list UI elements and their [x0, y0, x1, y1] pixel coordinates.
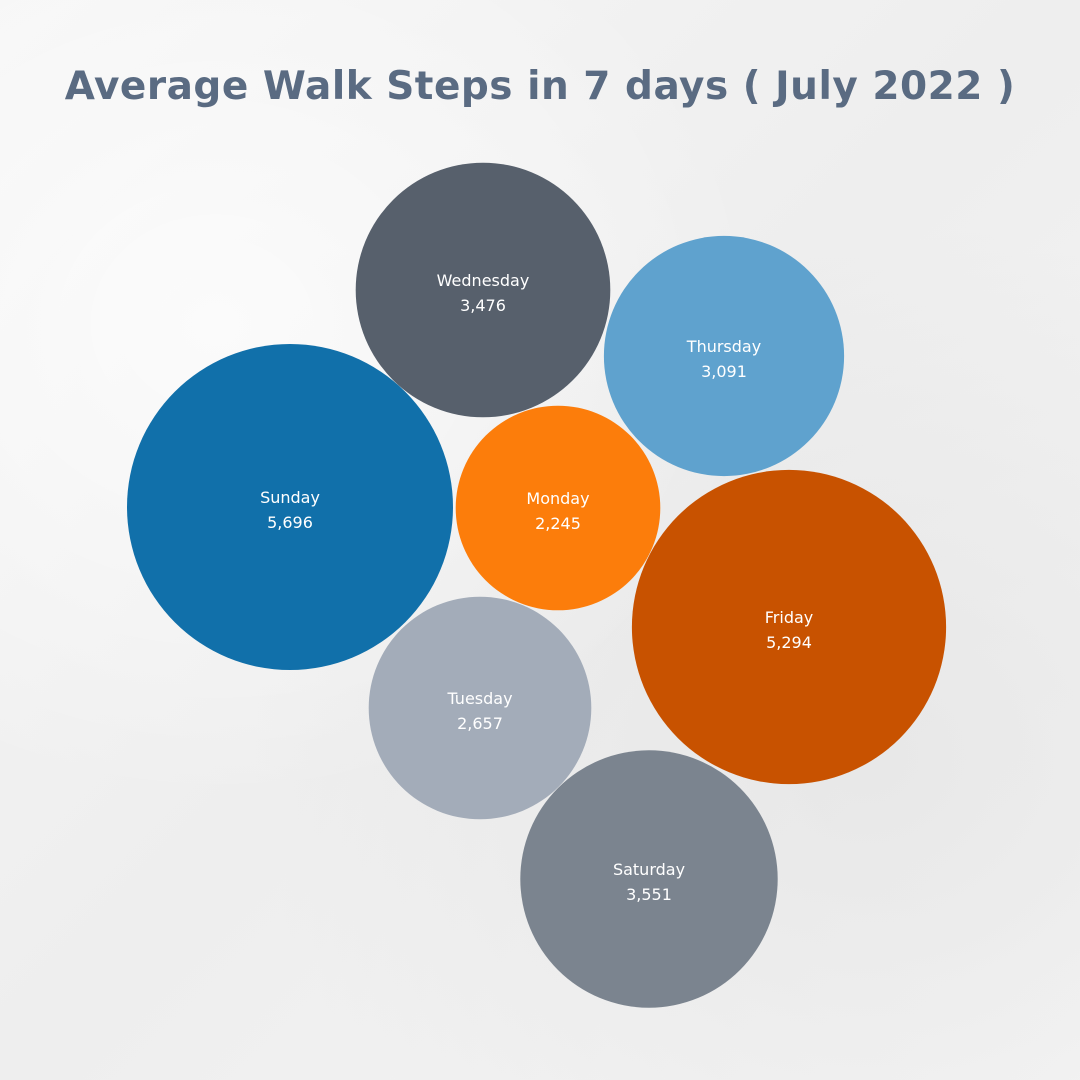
bubble-day-label-saturday: Saturday [613, 860, 685, 879]
bubble-day-label-wednesday: Wednesday [437, 271, 530, 290]
bubble-circle-thursday[interactable] [603, 235, 845, 477]
bubble-tuesday[interactable]: Tuesday 2,657 [368, 596, 592, 820]
bubble-circle-sunday[interactable] [127, 344, 453, 670]
bubble-circle-saturday[interactable] [520, 750, 778, 1008]
bubble-value-label-monday: 2,245 [535, 514, 581, 533]
bubble-wednesday[interactable]: Wednesday 3,476 [355, 162, 611, 418]
bubble-value-label-wednesday: 3,476 [460, 296, 506, 315]
bubble-value-label-friday: 5,294 [766, 633, 812, 652]
bubble-day-label-tuesday: Tuesday [446, 689, 512, 708]
bubble-circle-tuesday[interactable] [368, 596, 592, 820]
bubble-day-label-thursday: Thursday [686, 337, 761, 356]
bubble-day-label-monday: Monday [526, 489, 589, 508]
bubble-sunday[interactable]: Sunday 5,696 [127, 344, 453, 670]
bubble-monday[interactable]: Monday 2,245 [455, 405, 661, 611]
bubble-day-label-friday: Friday [765, 608, 814, 627]
chart-title: Average Walk Steps in 7 days ( July 2022… [64, 64, 1016, 109]
bubble-value-label-tuesday: 2,657 [457, 714, 503, 733]
bubble-friday[interactable]: Friday 5,294 [631, 469, 947, 785]
bubble-circle-monday[interactable] [455, 405, 661, 611]
bubble-thursday[interactable]: Thursday 3,091 [603, 235, 845, 477]
bubble-saturday[interactable]: Saturday 3,551 [520, 750, 778, 1008]
bubble-day-label-sunday: Sunday [260, 488, 320, 507]
bubble-value-label-saturday: 3,551 [626, 885, 672, 904]
bubble-value-label-thursday: 3,091 [701, 362, 747, 381]
bubble-circle-friday[interactable] [631, 469, 947, 785]
bubble-circle-wednesday[interactable] [355, 162, 611, 418]
bubble-value-label-sunday: 5,696 [267, 513, 313, 532]
